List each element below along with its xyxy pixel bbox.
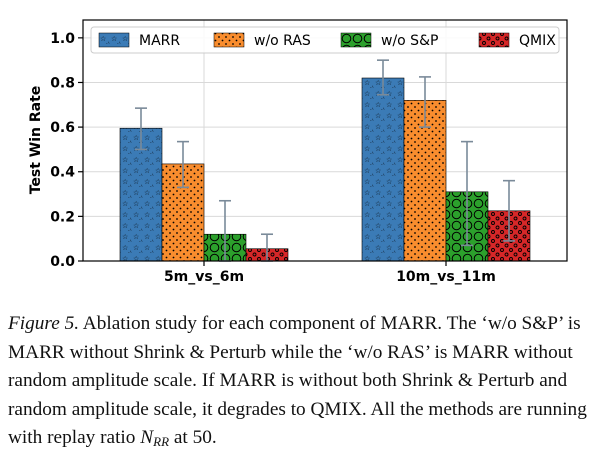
legend-swatch bbox=[213, 32, 245, 48]
plot-frame bbox=[82, 19, 568, 262]
legend-swatch bbox=[478, 32, 510, 48]
caption-math-symbol: N bbox=[140, 427, 154, 449]
legend-label: w/o S&P bbox=[381, 33, 438, 49]
y-tick-label: 1.0 bbox=[50, 31, 75, 47]
caption-text: Ablation study for each component of MAR… bbox=[8, 313, 587, 449]
caption-math-subscript: RR bbox=[153, 434, 170, 450]
y-tick-label: 0.6 bbox=[50, 120, 75, 136]
x-tick-label: 10m_vs_11m bbox=[396, 269, 496, 285]
error-bars bbox=[135, 59, 515, 262]
y-tick-label: 0.0 bbox=[50, 254, 75, 270]
y-ticks: 0.0 0.2 0.4 0.6 0.8 1.0 bbox=[50, 31, 83, 270]
bar-stars bbox=[119, 127, 163, 262]
bars bbox=[119, 77, 531, 262]
x-tick-label: 5m_vs_6m bbox=[164, 269, 244, 285]
bar-stars bbox=[361, 77, 405, 262]
legend-swatch bbox=[98, 32, 130, 48]
legend-label: QMIX bbox=[519, 33, 556, 49]
figure-caption: Figure 5. Ablation study for each compon… bbox=[8, 310, 590, 457]
caption-text-end: at 50. bbox=[169, 427, 217, 449]
y-axis-label: Test Win Rate bbox=[28, 86, 44, 195]
legend-box bbox=[90, 26, 560, 54]
x-ticks: 5m_vs_6m 10m_vs_11m bbox=[164, 261, 496, 285]
legend: MARR w/o RAS w/o S&P QMIX bbox=[90, 26, 560, 54]
y-tick-label: 0.4 bbox=[50, 165, 75, 181]
legend-swatch bbox=[340, 32, 372, 48]
legend-label: w/o RAS bbox=[254, 33, 311, 49]
y-tick-label: 0.2 bbox=[50, 209, 75, 225]
caption-label: Figure 5. bbox=[8, 313, 80, 334]
legend-label: MARR bbox=[139, 33, 180, 49]
ablation-bar-chart: ☆ ☆ 0.00.20.40.60.81.0 5m_vs_6m10m_vs_11… bbox=[28, 19, 568, 285]
y-tick-label: 0.8 bbox=[50, 75, 75, 91]
